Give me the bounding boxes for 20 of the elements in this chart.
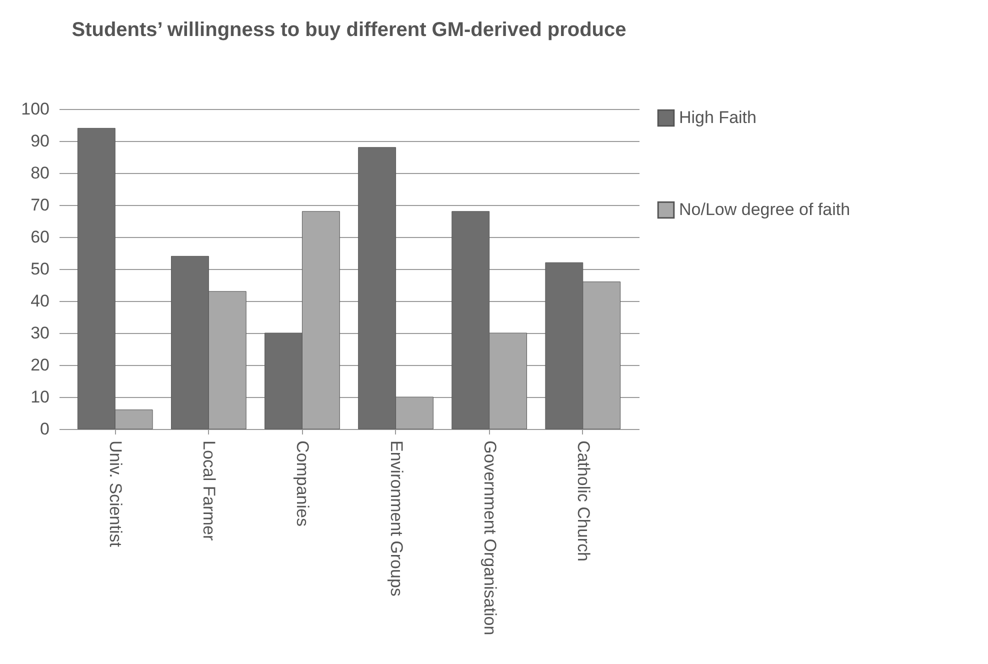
y-tick-label: 0	[40, 420, 50, 438]
legend-label: High Faith	[679, 108, 756, 127]
y-tick-label: 10	[30, 388, 50, 406]
x-tick-label: Companies	[293, 440, 312, 526]
y-tick-label: 100	[21, 100, 50, 118]
y-tick-label: 70	[30, 196, 50, 214]
y-tick-label: 40	[30, 292, 50, 310]
x-tick-label: Catholic Church	[574, 440, 593, 562]
x-tick-label: Univ. Scientist	[106, 440, 126, 548]
y-tick-label: 90	[30, 132, 50, 150]
y-tick-label: 20	[30, 356, 50, 374]
y-tick-label: 30	[30, 324, 50, 342]
y-tick-label: 50	[30, 260, 50, 278]
y-tick-label: 60	[30, 228, 50, 246]
chart-title: Students’ willingness to buy different GM-derived produce	[72, 19, 626, 41]
x-tick-label: Environment Groups	[386, 440, 406, 596]
y-tick-label: 80	[30, 164, 50, 182]
x-tick-label: Local Farmer	[200, 440, 219, 541]
legend-label: No/Low degree of faith	[679, 200, 850, 219]
x-tick-label: Government Organisation	[480, 440, 500, 636]
